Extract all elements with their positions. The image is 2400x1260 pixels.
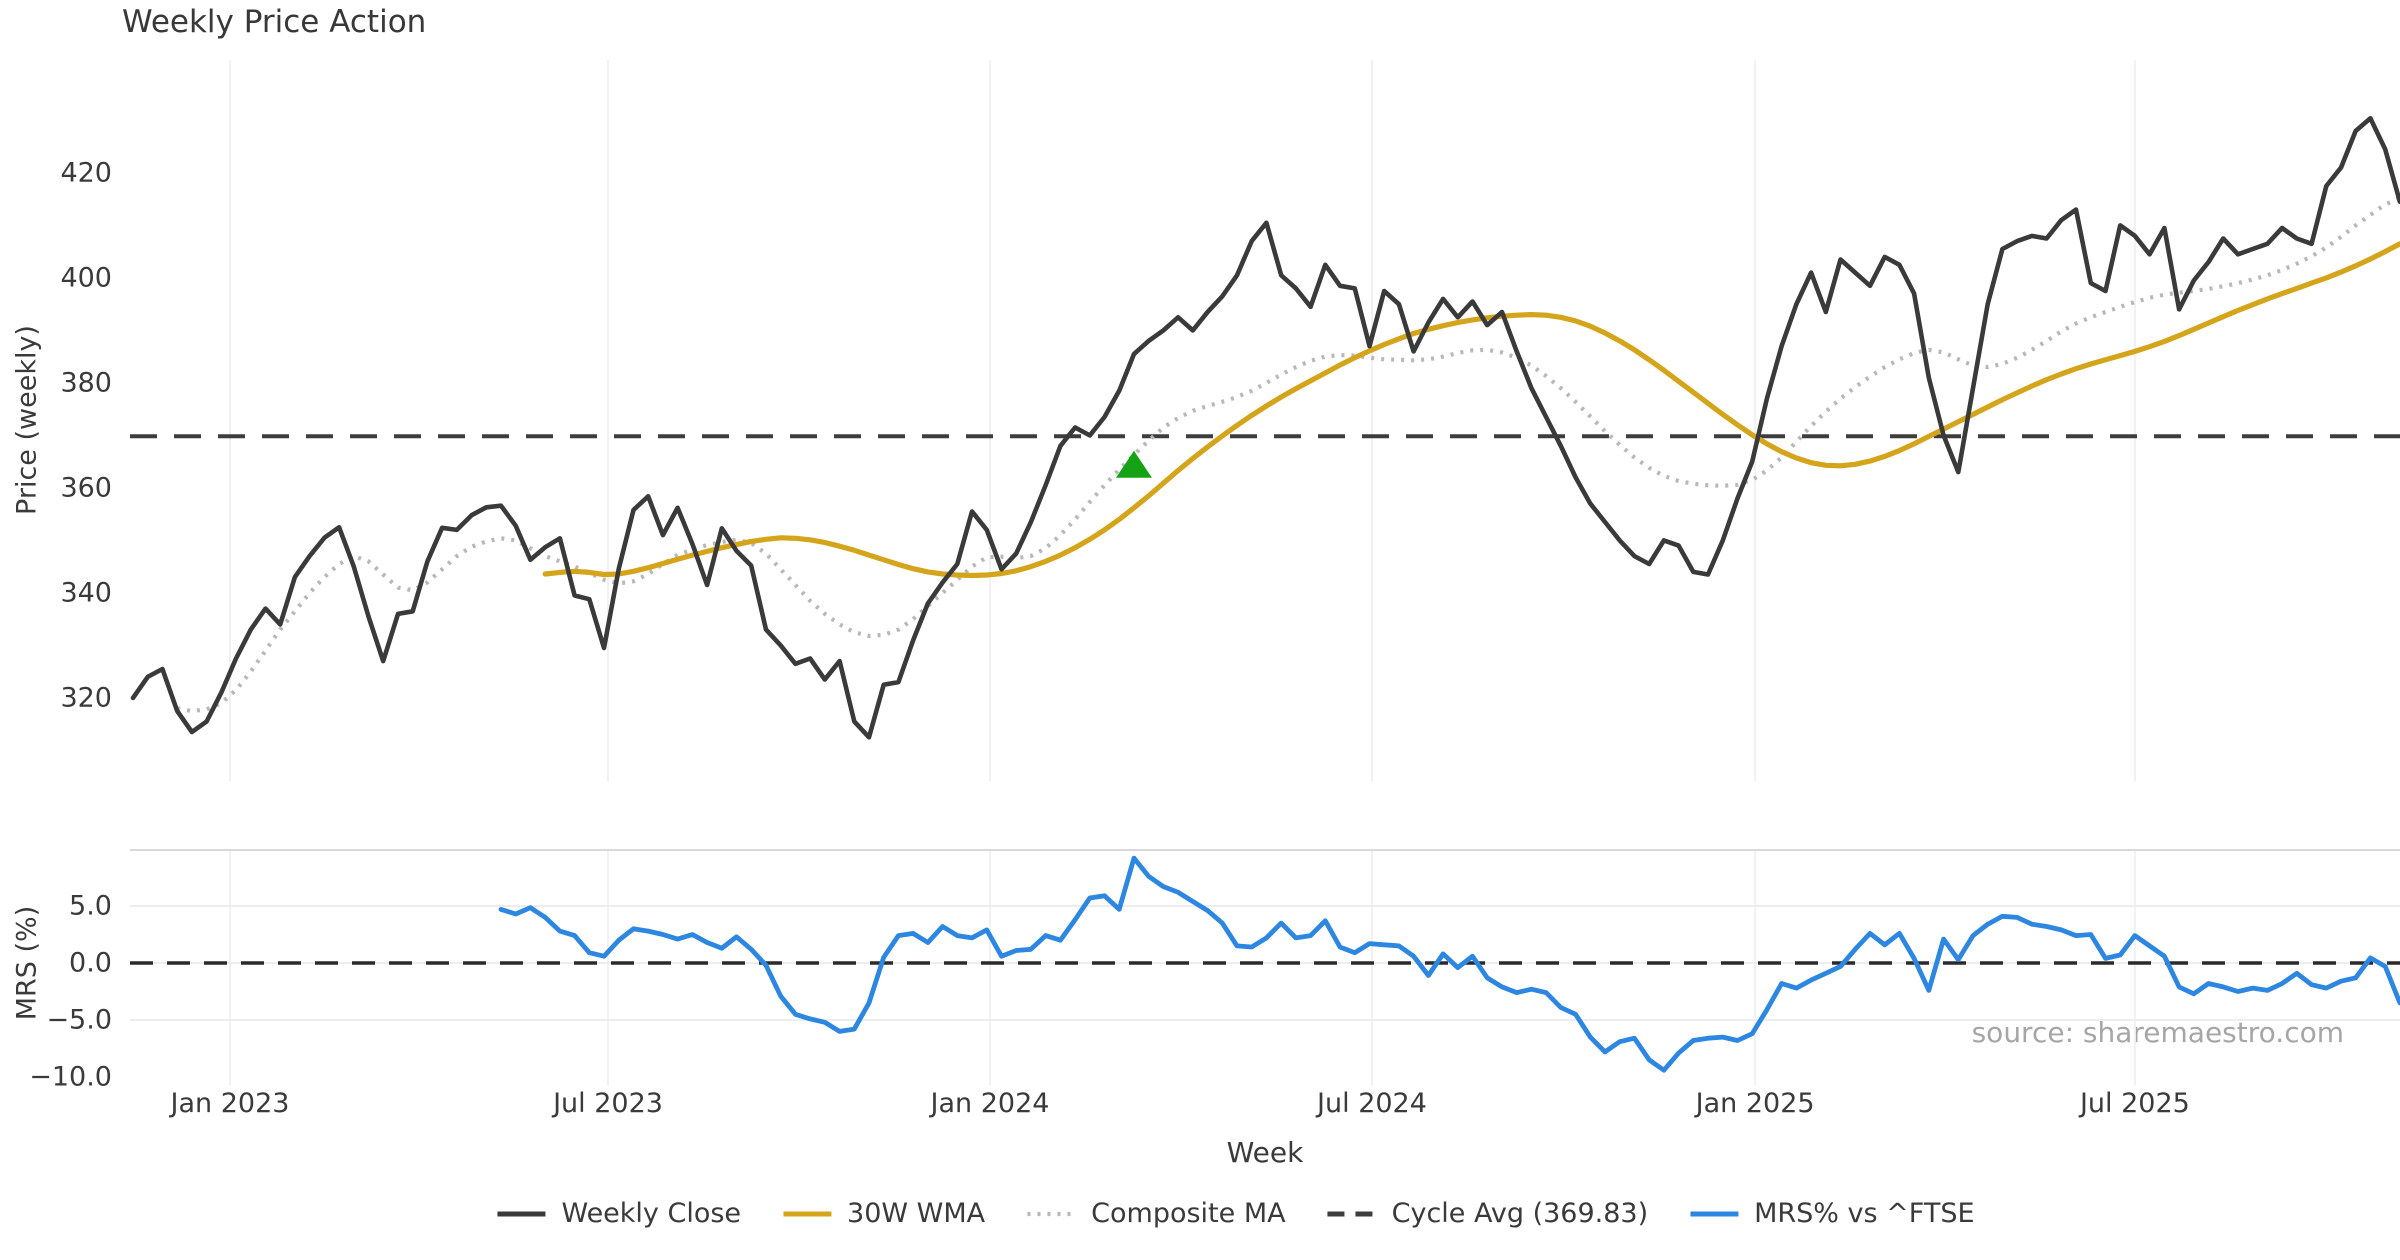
x-tick-label: Jul 2023 (551, 1088, 663, 1119)
legend-dashed-line-icon (1327, 1211, 1376, 1216)
x-tick-label: Jan 2023 (169, 1088, 290, 1119)
source-note: source: sharemaestro.com (1971, 1016, 2344, 1049)
legend-label: Composite MA (1091, 1198, 1286, 1229)
tick-labels: 320 340 360 380 400 420 5.0 0.0 −5.0 −10.0 Jan 202… (29, 157, 2190, 1119)
price-y-tick-label: 340 (60, 577, 112, 608)
x-tick-label: Jan 2024 (929, 1088, 1050, 1119)
legend-label: Weekly Close (561, 1198, 742, 1229)
legend: Weekly Close 30W WMA Composite MA Cycle Avg… (495, 1198, 1975, 1229)
x-tick-label: Jul 2024 (1315, 1088, 1427, 1119)
price-y-tick-label: 420 (60, 157, 112, 188)
mrs-line (498, 855, 2400, 1073)
30w-wma-line (542, 241, 2400, 579)
x-axis-label: Week (1226, 1136, 1304, 1169)
legend-solid-line-icon (497, 1211, 546, 1216)
mrs-y-tick-label: −10.0 (29, 1062, 112, 1093)
price-y-tick-label: 360 (60, 472, 112, 503)
x-tick-label: Jul 2025 (2078, 1088, 2190, 1119)
legend-item: Composite MA (1025, 1198, 1286, 1229)
mrs-y-tick-label: 0.0 (69, 948, 112, 979)
legend-item: Weekly Close (495, 1198, 741, 1229)
mrs-y-tick-label: 5.0 (69, 891, 112, 922)
legend-item: 30W WMA (781, 1198, 985, 1229)
legend-item: MRS% vs ^FTSE (1688, 1198, 1975, 1229)
page-title: Weekly Price Action (122, 4, 427, 40)
x-tick-label: Jan 2025 (1694, 1088, 1815, 1119)
composite-ma-line (176, 196, 2400, 714)
reference-lines (130, 434, 2400, 965)
price-y-tick-label: 380 (60, 367, 112, 398)
legend-solid-line-icon (1690, 1211, 1739, 1216)
price-y-tick-label: 400 (60, 262, 112, 293)
legend-label: 30W WMA (847, 1198, 986, 1229)
signal-markers (1115, 450, 1152, 478)
weekly-close-line (130, 116, 2400, 740)
legend-item: Cycle Avg (369.83) (1326, 1198, 1649, 1229)
legend-dotted-line-icon (1027, 1211, 1076, 1216)
legend-label: MRS% vs ^FTSE (1754, 1198, 1975, 1229)
legend-label: Cycle Avg (369.83) (1391, 1198, 1649, 1229)
buy-signal-triangle-icon (1115, 450, 1152, 478)
series-lines (130, 116, 2400, 1073)
legend-solid-line-icon (783, 1211, 832, 1216)
mrs-y-tick-label: −5.0 (46, 1005, 112, 1036)
price-y-tick-label: 320 (60, 682, 112, 713)
